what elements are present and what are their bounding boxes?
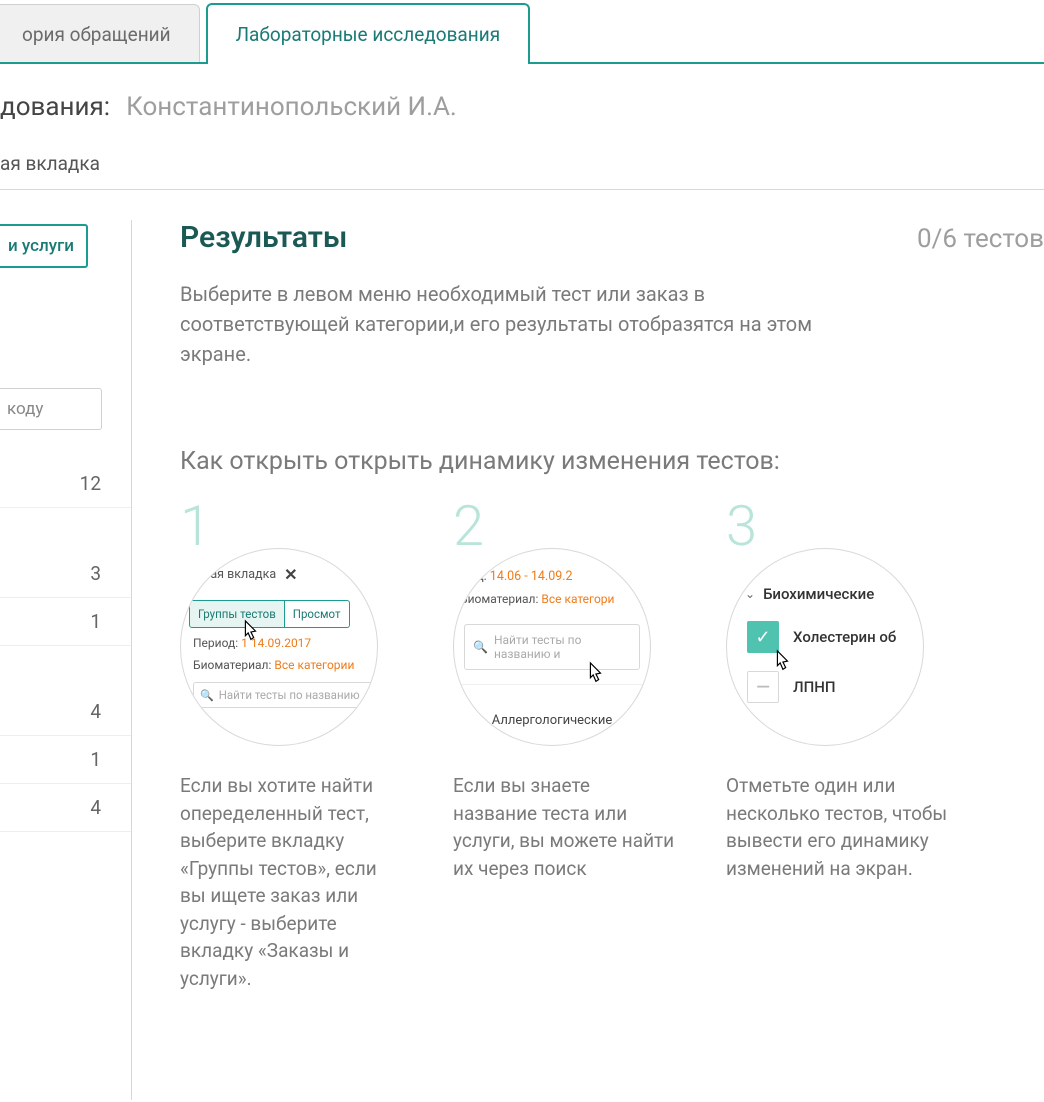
- step-description: Отметьте один или несколько тестов, чтоб…: [726, 772, 951, 882]
- subtab-label[interactable]: ая вкладка: [0, 152, 1044, 190]
- illus-biomat-value: Все категории: [274, 658, 354, 672]
- illus-category: Аллергологические: [454, 713, 650, 728]
- tab-lab-research[interactable]: Лабораторные исследования: [206, 3, 531, 64]
- sidebar-search[interactable]: коду: [0, 388, 102, 430]
- search-icon: 🔍: [473, 640, 488, 654]
- sidebar-count[interactable]: 12: [0, 460, 131, 508]
- checkbox-empty-icon: —: [747, 671, 779, 703]
- sidebar-count[interactable]: 4: [0, 688, 131, 736]
- illus-period-label: Период:: [193, 636, 238, 650]
- illus-item-label: Холестерин об: [793, 628, 896, 646]
- illus-item-label: ЛПНП: [793, 678, 836, 696]
- step-number: 2: [453, 498, 678, 554]
- illus-tab-text: ювая вкладка: [193, 567, 276, 582]
- howto-title: Как открыть открыть динамику изменения т…: [180, 447, 1044, 476]
- illus-search-placeholder: Найти тесты по названию: [219, 688, 360, 702]
- tests-counter: 0/6 тестов: [917, 224, 1044, 254]
- tab-history[interactable]: ория обращений: [0, 4, 200, 64]
- illus-search: 🔍 Найти тесты по названию и: [464, 624, 640, 670]
- sidebar-count[interactable]: 1: [0, 598, 131, 646]
- sidebar-count[interactable]: 3: [0, 550, 131, 598]
- main-panel: Результаты 0/6 тестов Выберите в левом м…: [132, 220, 1044, 1100]
- sidebar-count[interactable]: 1: [0, 736, 131, 784]
- illus-period-value: 14.06 - 14.09.2: [490, 569, 573, 584]
- step-number: 3: [726, 498, 951, 554]
- step-description: Если вы хотите найти опеределенный тест,…: [180, 772, 405, 992]
- step-illustration: ⌄ Биохимические ✓ Холестерин об — ЛПНП: [726, 548, 924, 746]
- services-button[interactable]: и услуги: [0, 224, 88, 268]
- illus-search-placeholder: Найти тесты по названию и: [494, 633, 631, 661]
- steps-row: 1 ювая вкладка ✕ Группы тестов Просмот П…: [180, 498, 1044, 992]
- chevron-down-icon: ⌄: [745, 587, 755, 601]
- step-3: 3 ⌄ Биохимические ✓ Холестерин об — ЛПНП: [726, 498, 951, 992]
- close-icon: ✕: [282, 565, 297, 584]
- step-description: Если вы знаете название теста или услуги…: [453, 772, 678, 882]
- illus-group-name: Биохимические: [763, 585, 874, 603]
- illus-biomat-label: Биоматериал:: [460, 592, 538, 606]
- results-subtitle: Выберите в левом меню необходимый тест и…: [180, 279, 860, 369]
- illus-search: 🔍 Найти тесты по названию: [193, 682, 377, 708]
- pointer-icon: [771, 649, 793, 675]
- sidebar: и услуги коду 12 3 1 4 1 4: [0, 220, 132, 1100]
- sidebar-count[interactable]: 4: [0, 784, 131, 832]
- step-2: 2 юд: 14.06 - 14.09.2 Биоматериал: Все к…: [453, 498, 678, 992]
- step-1: 1 ювая вкладка ✕ Группы тестов Просмот П…: [180, 498, 405, 992]
- illus-biomat-value: Все категори: [541, 592, 614, 606]
- page-header: дования: Константинопольский И.А.: [0, 64, 1044, 122]
- pointer-icon: [239, 619, 261, 645]
- header-label: дования:: [0, 92, 110, 122]
- step-number: 1: [180, 498, 405, 554]
- step-illustration: ювая вкладка ✕ Группы тестов Просмот Пер…: [180, 548, 378, 746]
- results-title: Результаты: [180, 220, 347, 255]
- patient-name: Константинопольский И.А.: [126, 92, 457, 122]
- illus-category: мические: [454, 744, 650, 746]
- illus-biomat-label: Биоматериал:: [193, 658, 271, 672]
- top-tabs: ория обращений Лабораторные исследования: [0, 0, 1044, 64]
- illus-groups-button: Группы тестов: [189, 600, 285, 628]
- step-illustration: юд: 14.06 - 14.09.2 Биоматериал: Все кат…: [453, 548, 651, 746]
- search-icon: 🔍: [200, 689, 214, 702]
- pointer-icon: [584, 661, 606, 687]
- content-columns: и услуги коду 12 3 1 4 1 4 Результаты 0/…: [0, 220, 1044, 1100]
- illus-period-label: юд:: [466, 569, 487, 584]
- illus-view-button: Просмот: [285, 600, 350, 628]
